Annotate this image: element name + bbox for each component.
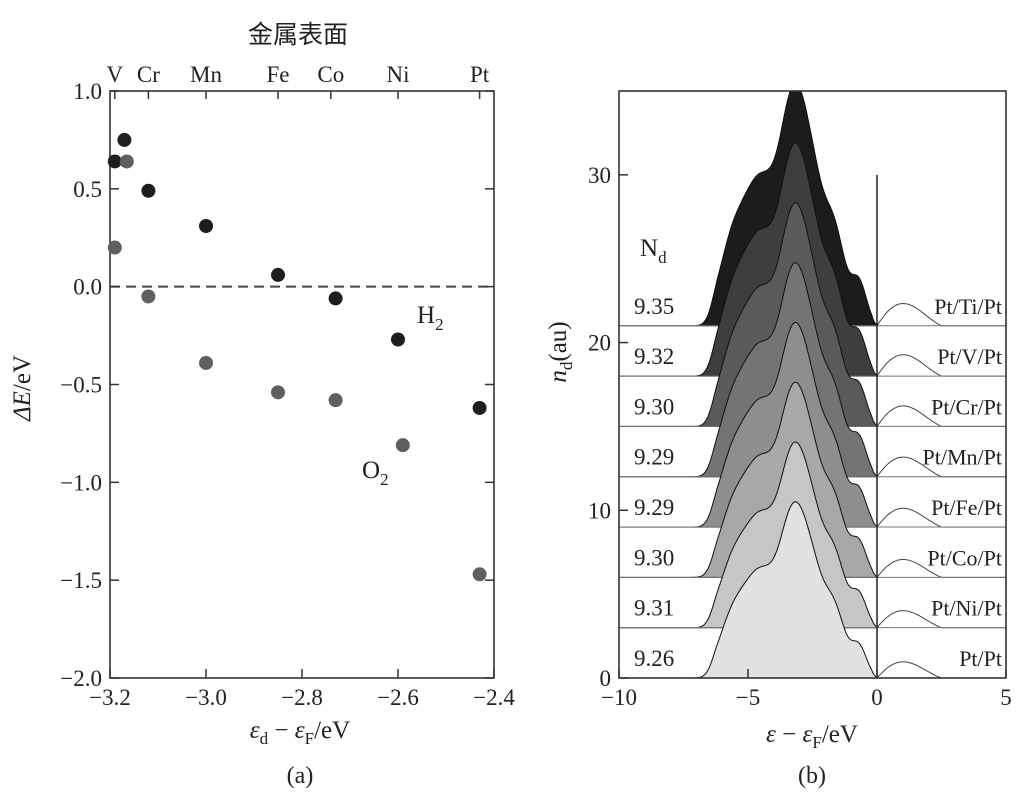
y-tick-label: 0 bbox=[600, 666, 612, 691]
layer-label-pt-v-pt: Pt/V/Pt bbox=[937, 344, 1002, 369]
o2-data-point bbox=[271, 385, 285, 400]
panel-a-y-axis-label: ΔE/eV bbox=[9, 355, 36, 422]
panel-b-plot-frame bbox=[618, 90, 1007, 679]
x-tick-label: 0 bbox=[871, 685, 883, 710]
panel-b-dos-curves bbox=[619, 91, 1006, 678]
top-tick-label-co: Co bbox=[317, 62, 344, 87]
o2-data-point bbox=[328, 393, 343, 408]
layer-label-pt-fe-pt: Pt/Fe/Pt bbox=[931, 495, 1002, 520]
y-tick-label: 10 bbox=[588, 498, 611, 523]
h2-data-point bbox=[141, 183, 156, 198]
panel-a-axis-ticks: −3.2 −3.0 −2.8 −2.6 −2.4 1.0 0.5 0.0 −0.5 −1.0 −1.… bbox=[60, 79, 515, 710]
panel-a-data-points bbox=[107, 132, 487, 582]
nd-column-header: Nd bbox=[640, 235, 667, 267]
x-tick-label: 5 bbox=[1000, 685, 1012, 710]
y-tick-label: 0.0 bbox=[73, 275, 102, 300]
panel-b-series-labels: 9.26 Pt/Pt 9.31 Pt/Ni/Pt 9.30 Pt/Co/Pt 9.29 Pt/… bbox=[634, 294, 1002, 671]
top-tick-label-ni: Ni bbox=[387, 62, 410, 87]
top-tick-label-pt: Pt bbox=[470, 62, 490, 87]
top-tick-label-mn: Mn bbox=[190, 62, 222, 87]
panel-a-caption: (a) bbox=[287, 763, 314, 789]
y-tick-label: −2.0 bbox=[60, 666, 102, 691]
o2-data-point bbox=[119, 154, 134, 169]
panel-b-axis-ticks: −10 −5 0 5 0 10 20 30 bbox=[588, 163, 1012, 710]
nd-value-label: 9.30 bbox=[634, 394, 674, 419]
layer-label-pt-cr-pt: Pt/Cr/Pt bbox=[931, 394, 1002, 419]
nd-value-label: 9.26 bbox=[634, 646, 674, 671]
o2-data-point bbox=[472, 567, 487, 582]
x-tick-label: −10 bbox=[601, 685, 637, 710]
dos-tail-pt-pt bbox=[876, 661, 1006, 678]
panel-a-scatter-chart: 金属表面 V Cr Mn Fe Co Ni Pt −3.2 −3.0 −2.8 −2.6 −2.4 1… bbox=[9, 20, 515, 789]
o2-data-point bbox=[107, 240, 122, 255]
o2-data-point bbox=[395, 438, 410, 453]
y-tick-label: −1.5 bbox=[60, 568, 102, 593]
panel-b-caption: (b) bbox=[798, 763, 826, 789]
panel-a-top-axis-title: 金属表面 bbox=[248, 20, 348, 49]
panel-b-stacked-dos-chart: −10 −5 0 5 0 10 20 30 9.26 Pt/Pt 9.31 Pt/Ni/Pt 9.30… bbox=[545, 90, 1012, 789]
y-tick-label: 1.0 bbox=[73, 79, 102, 104]
h2-data-point bbox=[117, 132, 132, 147]
nd-value-label: 9.29 bbox=[634, 445, 674, 470]
y-tick-label: 0.5 bbox=[73, 177, 102, 202]
y-tick-label: −0.5 bbox=[60, 373, 102, 398]
o2-data-point bbox=[141, 289, 156, 304]
x-tick-label: −2.8 bbox=[281, 685, 323, 710]
layer-label-pt-ti-pt: Pt/Ti/Pt bbox=[934, 294, 1002, 319]
y-tick-label: 30 bbox=[588, 163, 611, 188]
h2-data-point bbox=[107, 154, 122, 169]
panel-b-y-axis-label: nd(au) bbox=[545, 321, 576, 382]
o2-data-point bbox=[199, 355, 213, 370]
h2-data-point bbox=[391, 332, 405, 347]
h2-data-point bbox=[199, 219, 213, 234]
h2-series-label: H2 bbox=[417, 302, 444, 334]
x-tick-label: −2.6 bbox=[377, 685, 419, 710]
x-tick-label: −2.4 bbox=[473, 685, 515, 710]
nd-value-label: 9.32 bbox=[634, 344, 674, 369]
o2-series-label: O2 bbox=[362, 457, 389, 489]
layer-label-pt-pt: Pt/Pt bbox=[959, 646, 1002, 671]
nd-value-label: 9.31 bbox=[634, 596, 674, 621]
top-tick-label-cr: Cr bbox=[137, 62, 160, 87]
nd-value-label: 9.29 bbox=[634, 495, 674, 520]
y-tick-label: −1.0 bbox=[60, 470, 102, 495]
h2-data-point bbox=[472, 400, 487, 415]
panel-b-x-axis-label: ε − εF/eV bbox=[766, 721, 858, 752]
x-tick-label: −3.2 bbox=[89, 685, 131, 710]
panel-a-x-axis-label: εd − εF/eV bbox=[250, 717, 350, 748]
top-tick-label-fe: Fe bbox=[267, 62, 290, 87]
x-tick-label: −3.0 bbox=[185, 685, 227, 710]
dos-fill-pt-pt bbox=[619, 501, 878, 678]
h2-data-point bbox=[271, 267, 285, 282]
layer-label-pt-co-pt: Pt/Co/Pt bbox=[927, 545, 1002, 570]
h2-data-point bbox=[328, 291, 343, 306]
nd-value-label: 9.35 bbox=[634, 294, 674, 319]
panel-a-top-ticks: V Cr Mn Fe Co Ni Pt bbox=[106, 62, 490, 99]
top-tick-label-v: V bbox=[106, 62, 123, 87]
panel-a-plot-frame bbox=[109, 90, 495, 679]
layer-label-pt-ni-pt: Pt/Ni/Pt bbox=[931, 596, 1002, 621]
x-tick-label: −5 bbox=[736, 685, 760, 710]
layer-label-pt-mn-pt: Pt/Mn/Pt bbox=[923, 445, 1002, 470]
nd-value-label: 9.30 bbox=[634, 545, 674, 570]
y-tick-label: 20 bbox=[588, 331, 611, 356]
